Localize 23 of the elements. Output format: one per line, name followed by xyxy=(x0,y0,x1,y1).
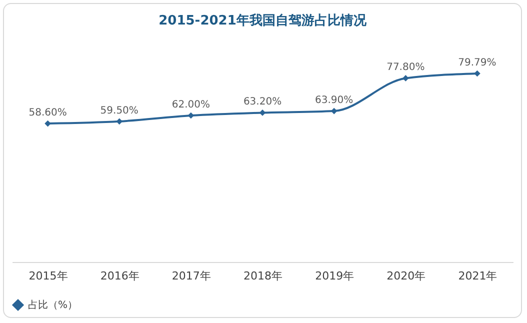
x-tick-label: 2015年 xyxy=(28,270,68,282)
point xyxy=(188,112,194,119)
point xyxy=(259,110,266,116)
x-tick-label: 2020年 xyxy=(386,270,426,282)
data-label: 58.60% xyxy=(28,108,67,119)
data-label: 77.80% xyxy=(386,62,425,74)
point xyxy=(330,108,338,114)
x-tick-label: 2016年 xyxy=(100,270,140,282)
data-label: 79.79% xyxy=(458,57,496,68)
data-label: 59.50% xyxy=(100,105,138,116)
data-label: 63.90% xyxy=(315,95,354,106)
data-label: 63.20% xyxy=(243,96,282,108)
x-tick-label: 2019年 xyxy=(315,270,354,282)
point xyxy=(402,75,409,82)
chart-title: 2015-2021年我国自驾游占比情况 xyxy=(158,12,368,28)
x-tick-label: 2017年 xyxy=(172,270,211,282)
data-label: 62.00% xyxy=(172,100,210,111)
point xyxy=(116,118,123,125)
point xyxy=(44,120,51,127)
x-tick-label: 2021年 xyxy=(458,270,498,282)
legend-label: 占比（%） xyxy=(28,299,78,311)
point xyxy=(474,70,480,77)
x-tick-label: 2018年 xyxy=(244,270,282,282)
